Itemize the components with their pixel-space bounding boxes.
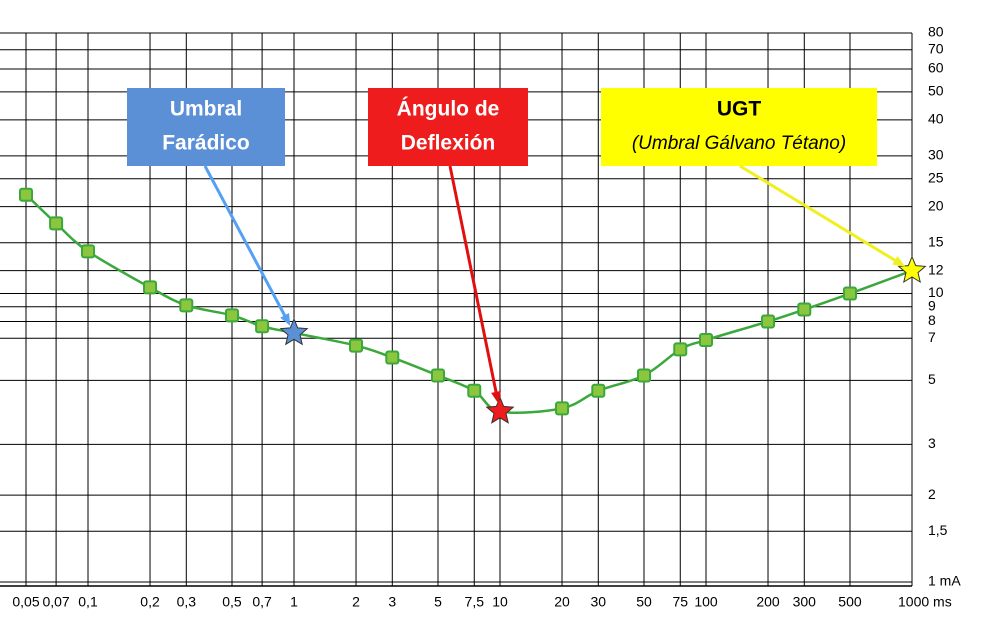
x-tick-label: 0,7 bbox=[252, 594, 272, 610]
star-marker bbox=[279, 317, 309, 346]
y-tick-label: 20 bbox=[928, 197, 944, 213]
y-tick-label: 70 bbox=[928, 40, 944, 56]
y-tick-label: 50 bbox=[928, 83, 944, 99]
point-marker bbox=[349, 338, 364, 353]
x-tick-label: 2 bbox=[352, 594, 360, 610]
y-tick-label: 40 bbox=[928, 111, 944, 127]
x-tick-label: 1000 ms bbox=[898, 594, 952, 610]
x-tick-label: 0,2 bbox=[140, 594, 160, 610]
star-marker bbox=[897, 255, 927, 284]
annotation-text: UGT bbox=[717, 98, 762, 121]
x-tick-label: 30 bbox=[591, 594, 607, 610]
point-marker bbox=[430, 368, 445, 383]
x-tick-label: 50 bbox=[636, 594, 652, 610]
x-tick-label: 500 bbox=[838, 594, 862, 610]
point-marker bbox=[385, 350, 400, 365]
star-marker bbox=[485, 396, 515, 424]
annotation-arrow bbox=[203, 165, 290, 324]
y-tick-label: 7 bbox=[928, 329, 936, 345]
annotation-arrow bbox=[448, 165, 500, 401]
y-tick-label: 80 bbox=[928, 24, 944, 40]
y-tick-label: 8 bbox=[928, 312, 936, 328]
y-tick-label: 9 bbox=[928, 297, 936, 313]
y-tick-label: 2 bbox=[928, 486, 936, 502]
x-tick-label: 100 bbox=[694, 594, 718, 610]
x-tick-label: 10 bbox=[492, 594, 508, 610]
x-tick-label: 0,5 bbox=[222, 594, 242, 610]
arrow-head bbox=[892, 256, 906, 267]
series-line bbox=[25, 193, 913, 414]
y-tick-label: 30 bbox=[928, 147, 944, 163]
x-tick-label: 75 bbox=[672, 594, 688, 610]
x-tick-label: 0,07 bbox=[42, 594, 69, 610]
y-tick-label: 12 bbox=[928, 261, 944, 277]
point-marker bbox=[467, 383, 482, 398]
x-tick-label: 20 bbox=[554, 594, 570, 610]
y-tick-label: 60 bbox=[928, 60, 944, 76]
x-tick-label: 0,1 bbox=[78, 594, 98, 610]
point-marker bbox=[224, 308, 239, 323]
point-marker bbox=[555, 401, 570, 416]
point-marker bbox=[797, 302, 812, 317]
x-tick-label: 5 bbox=[434, 594, 442, 610]
point-marker bbox=[591, 383, 606, 398]
x-tick-label: 200 bbox=[756, 594, 780, 610]
y-tick-label: 1 mA bbox=[928, 573, 961, 589]
y-tick-label: 10 bbox=[928, 284, 944, 300]
x-tick-label: 0,05 bbox=[12, 594, 39, 610]
point-marker bbox=[842, 286, 857, 301]
point-marker bbox=[143, 280, 158, 295]
point-marker bbox=[699, 333, 714, 348]
y-tick-label: 5 bbox=[928, 371, 936, 387]
point-marker bbox=[761, 314, 776, 329]
point-marker bbox=[179, 298, 194, 313]
x-tick-label: 1 bbox=[290, 594, 298, 610]
point-marker bbox=[636, 368, 651, 383]
point-marker bbox=[19, 187, 33, 202]
x-tick-label: 0,3 bbox=[177, 594, 197, 610]
annotation-box bbox=[368, 88, 528, 166]
y-tick-label: 3 bbox=[928, 435, 936, 451]
arrow-head bbox=[280, 312, 291, 326]
annotation-arrow bbox=[739, 164, 903, 266]
point-marker bbox=[673, 342, 688, 357]
annotation-text: Farádico bbox=[162, 132, 250, 155]
point-marker bbox=[81, 244, 96, 259]
point-marker bbox=[49, 216, 64, 231]
x-tick-label: 7,5 bbox=[465, 594, 485, 610]
arrow-head bbox=[491, 390, 501, 404]
x-tick-label: 300 bbox=[793, 594, 817, 610]
annotation-text: Umbral bbox=[170, 98, 242, 121]
annotation-text: (Umbral Gálvano Tétano) bbox=[632, 133, 846, 154]
y-tick-label: 1,5 bbox=[928, 522, 948, 538]
annotation-text: Deflexión bbox=[401, 132, 496, 155]
y-tick-label: 15 bbox=[928, 233, 944, 249]
annotation-box bbox=[601, 88, 877, 166]
y-tick-label: 25 bbox=[928, 169, 944, 185]
annotation-box bbox=[127, 88, 285, 166]
annotation-text: Ángulo de bbox=[397, 98, 500, 121]
point-marker bbox=[255, 319, 270, 334]
x-tick-label: 3 bbox=[388, 594, 396, 610]
